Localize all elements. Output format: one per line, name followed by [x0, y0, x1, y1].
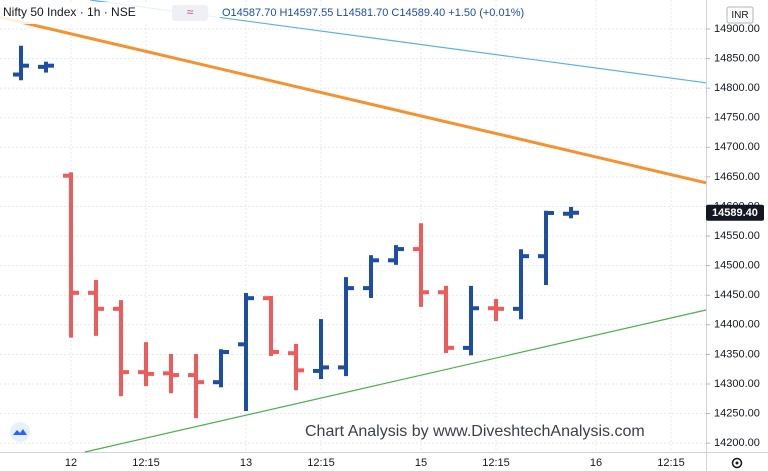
cloud-button[interactable]	[10, 422, 30, 442]
x-tick-label: 13	[240, 457, 252, 469]
y-tick-label: 14650.00	[714, 171, 760, 183]
currency-label: INR	[731, 10, 748, 21]
bar-layer	[13, 45, 579, 419]
ohlc-values: O14587.70 H14597.55 L14581.70 C14589.40 …	[222, 7, 524, 19]
y-tick-label: 14900.00	[714, 23, 760, 35]
indicator-toggle[interactable]	[172, 5, 208, 21]
y-tick-label: 14350.00	[714, 348, 760, 360]
x-tick-label: 16	[590, 457, 602, 469]
legend-bg	[0, 2, 220, 24]
x-tick-label: 12:15	[307, 457, 335, 469]
y-tick-label: 14700.00	[714, 141, 760, 153]
y-tick-label: 14450.00	[714, 289, 760, 301]
y-tick-label: 14500.00	[714, 260, 760, 272]
x-tick-label: 15	[415, 457, 427, 469]
x-tick-label: 12:15	[132, 457, 160, 469]
axis-layer: 14200.00 14250.00 14300.00 14350.00 14400.00…	[65, 23, 764, 469]
watermark: Chart Analysis by www.DiveshtechAnalysis…	[305, 423, 645, 440]
y-tick-label: 14550.00	[714, 230, 760, 242]
y-tick-label: 14250.00	[714, 407, 760, 419]
y-tick-label: 14850.00	[714, 52, 760, 64]
settings-dot	[735, 461, 739, 465]
grid-layer	[0, 0, 706, 452]
trendline	[84, 309, 707, 453]
x-tick-label: 12:15	[482, 457, 510, 469]
last-price-box	[706, 204, 764, 221]
indicator-icon: ≈	[187, 5, 194, 19]
settings-button[interactable]	[731, 457, 743, 469]
cloud-icon	[13, 429, 27, 435]
currency-box[interactable]	[726, 6, 754, 24]
trendline	[0, 15, 707, 185]
x-tick-label: 12	[65, 457, 77, 469]
y-tick-label: 14800.00	[714, 82, 760, 94]
x-tick-label: 12:15	[657, 457, 685, 469]
y-tick-label: 14200.00	[714, 437, 760, 449]
y-tick-label: 14400.00	[714, 319, 760, 331]
last-price-label: 14589.40	[712, 207, 758, 219]
y-tick-label: 14750.00	[714, 112, 760, 124]
y-tick-label: 14300.00	[714, 378, 760, 390]
symbol-label[interactable]: Nifty 50 Index · 1h · NSE	[3, 5, 136, 19]
